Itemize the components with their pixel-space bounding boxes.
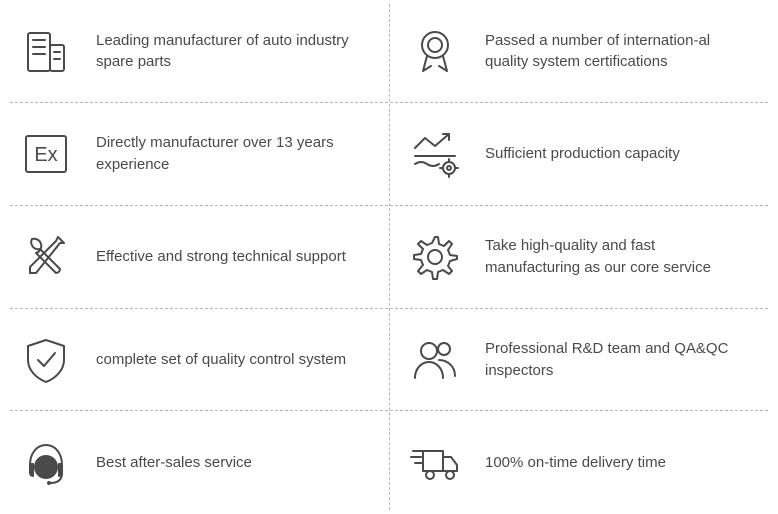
feature-label: Passed a number of internation-al qualit… [485,30,748,74]
feature-label: 100% on-time delivery time [485,452,666,474]
vertical-divider [389,4,390,510]
feature-cell: Ex Directly manufacturer over 13 years e… [0,103,389,206]
feature-cell: Leading manufacturer of auto industry sp… [0,0,389,103]
truck-icon [409,437,461,489]
feature-cell: Sufficient production capacity [389,103,778,206]
feature-cell: Effective and strong technical support [0,206,389,309]
team-icon [409,334,461,386]
feature-label: complete set of quality control system [96,349,346,371]
feature-cell: Best after-sales service [0,411,389,514]
horizontal-divider [10,205,768,206]
shield-icon [20,334,72,386]
horizontal-divider [10,410,768,411]
feature-grid: Leading manufacturer of auto industry sp… [0,0,778,514]
feature-label: Take high-quality and fast manufacturing… [485,235,748,279]
feature-cell: Passed a number of internation-al qualit… [389,0,778,103]
svg-text:Ex: Ex [34,144,57,166]
feature-cell: Take high-quality and fast manufacturing… [389,206,778,309]
feature-label: Sufficient production capacity [485,143,680,165]
feature-cell: Professional R&D team and QA&QC inspecto… [389,308,778,411]
gear-icon [409,231,461,283]
capacity-icon [409,128,461,180]
feature-cell: 100% on-time delivery time [389,411,778,514]
tools-icon [20,231,72,283]
feature-label: Directly manufacturer over 13 years expe… [96,132,359,176]
feature-cell: complete set of quality control system [0,308,389,411]
buildings-icon [20,25,72,77]
horizontal-divider [10,102,768,103]
feature-label: Leading manufacturer of auto industry sp… [96,30,359,74]
horizontal-divider [10,308,768,309]
feature-label: Professional R&D team and QA&QC inspecto… [485,338,748,382]
headset-icon [20,437,72,489]
feature-label: Effective and strong technical support [96,246,346,268]
ex-box-icon: Ex [20,128,72,180]
award-icon [409,25,461,77]
feature-label: Best after-sales service [96,452,252,474]
